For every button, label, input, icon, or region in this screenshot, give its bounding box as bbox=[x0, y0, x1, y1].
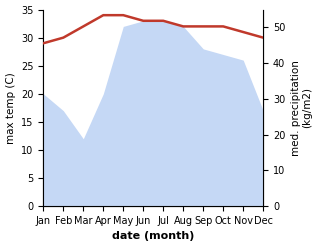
Y-axis label: med. precipitation
(kg/m2): med. precipitation (kg/m2) bbox=[291, 60, 313, 156]
Y-axis label: max temp (C): max temp (C) bbox=[5, 72, 16, 144]
X-axis label: date (month): date (month) bbox=[112, 231, 194, 242]
